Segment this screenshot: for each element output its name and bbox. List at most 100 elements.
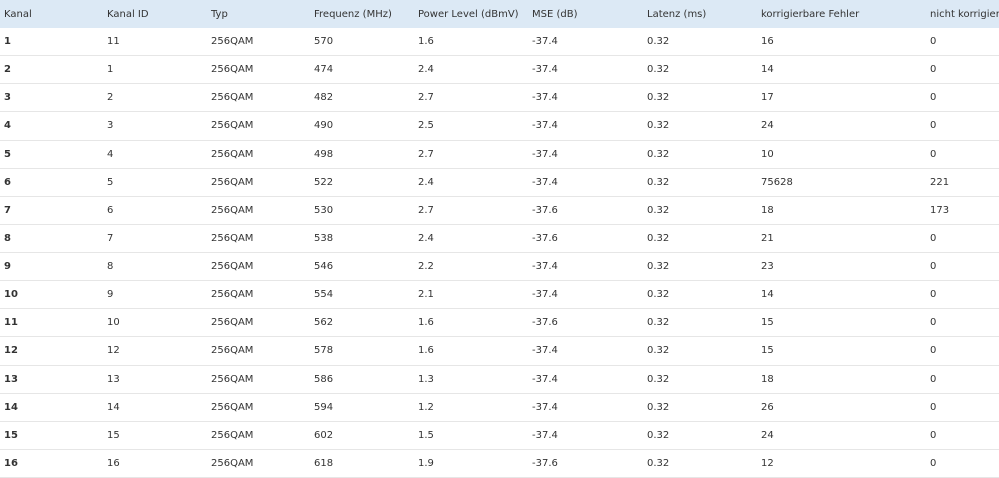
table-cell: 2 — [4, 64, 11, 76]
table-cell: 538 — [314, 232, 334, 244]
table-cell: 2.4 — [418, 64, 434, 76]
table-cell: 498 — [314, 148, 334, 160]
table-cell: 0 — [930, 373, 937, 385]
table-cell: 0 — [930, 345, 937, 357]
table-cell: 0 — [930, 457, 937, 469]
table-cell: 490 — [314, 120, 334, 132]
table-cell: 578 — [314, 345, 334, 357]
table-cell: 15 — [107, 429, 120, 441]
header-cell: korrigierbare Fehler — [761, 8, 860, 20]
table-cell: 8 — [107, 261, 114, 273]
table-cell: 0 — [930, 148, 937, 160]
table-cell: 586 — [314, 373, 334, 385]
table-cell: 256QAM — [211, 429, 254, 441]
table-cell: -37.6 — [532, 232, 558, 244]
table-cell: 23 — [761, 261, 774, 273]
table-cell: 256QAM — [211, 261, 254, 273]
table-cell: 0.32 — [647, 345, 670, 357]
table-cell: 1 — [107, 64, 114, 76]
table-cell: 256QAM — [211, 289, 254, 301]
table-cell: 14 — [761, 289, 774, 301]
header-cell: Latenz (ms) — [647, 8, 707, 20]
header-row: Kanal Kanal ID Typ Frequenz (MHz) Power Leve… — [0, 0, 999, 28]
table-cell: 0 — [930, 120, 937, 132]
table-cell: 13 — [4, 373, 18, 385]
table-cell: 256QAM — [211, 64, 254, 76]
table-cell: 24 — [761, 429, 774, 441]
table-cell: 256QAM — [211, 148, 254, 160]
table-cell: 2.4 — [418, 176, 434, 188]
table-cell: 256QAM — [211, 401, 254, 413]
table-row: 10 9 256QAM 554 2.1 -37.4 0.32 14 0 — [0, 281, 999, 310]
table-row: 1 11 256QAM 570 1.6 -37.4 0.32 16 0 — [0, 28, 999, 57]
table-cell: 0.32 — [647, 64, 670, 76]
table-cell: 9 — [4, 261, 11, 273]
table-cell: 4 — [4, 120, 11, 132]
header-cell: Typ — [211, 8, 228, 20]
table-cell: 2.4 — [418, 232, 434, 244]
table-cell: 256QAM — [211, 92, 254, 104]
table-cell: 12 — [107, 345, 120, 357]
table-row: 9 8 256QAM 546 2.2 -37.4 0.32 23 0 — [0, 253, 999, 282]
table-cell: 0.32 — [647, 429, 670, 441]
table-cell: 3 — [4, 92, 11, 104]
table-cell: 2.7 — [418, 92, 434, 104]
table-cell: -37.4 — [532, 176, 558, 188]
table-cell: 16 — [107, 457, 120, 469]
table-cell: 26 — [761, 401, 774, 413]
table-cell: 14 — [4, 401, 18, 413]
table-cell: -37.6 — [532, 457, 558, 469]
table-cell: 570 — [314, 36, 334, 48]
table-cell: 2.7 — [418, 204, 434, 216]
table-cell: 16 — [4, 457, 18, 469]
table-cell: 75628 — [761, 176, 793, 188]
table-row: 16 16 256QAM 618 1.9 -37.6 0.32 12 0 — [0, 450, 999, 478]
table-cell: 256QAM — [211, 204, 254, 216]
table-cell: 0.32 — [647, 148, 670, 160]
table-row: 7 6 256QAM 530 2.7 -37.6 0.32 18 173 — [0, 197, 999, 225]
table-cell: 17 — [761, 92, 774, 104]
table-cell: 0.32 — [647, 401, 670, 413]
table-cell: -37.6 — [532, 317, 558, 329]
table-cell: 15 — [4, 429, 18, 441]
table-cell: 0 — [930, 317, 937, 329]
table-cell: 0 — [930, 429, 937, 441]
table-row: 3 2 256QAM 482 2.7 -37.4 0.32 17 0 — [0, 84, 999, 113]
table-cell: 15 — [761, 317, 774, 329]
table-cell: -37.4 — [532, 92, 558, 104]
header-cell: Frequenz (MHz) — [314, 8, 392, 20]
table-cell: 522 — [314, 176, 334, 188]
header-cell: Power Level (dBmV) — [418, 8, 519, 20]
table-cell: 1.6 — [418, 345, 434, 357]
table-row: 4 3 256QAM 490 2.5 -37.4 0.32 24 0 — [0, 112, 999, 141]
table-cell: 530 — [314, 204, 334, 216]
table-cell: -37.4 — [532, 373, 558, 385]
header-cell: MSE (dB) — [532, 8, 578, 20]
table-cell: 0.32 — [647, 317, 670, 329]
table-cell: -37.4 — [532, 261, 558, 273]
table-row: 11 10 256QAM 562 1.6 -37.6 0.32 15 0 — [0, 309, 999, 338]
table-cell: 0 — [930, 64, 937, 76]
table-cell: 0.32 — [647, 36, 670, 48]
table-cell: 2.5 — [418, 120, 434, 132]
table-cell: 0 — [930, 401, 937, 413]
table-cell: 618 — [314, 457, 334, 469]
table-cell: 0.32 — [647, 204, 670, 216]
table-cell: 256QAM — [211, 345, 254, 357]
table-cell: 0.32 — [647, 373, 670, 385]
table-row: 6 5 256QAM 522 2.4 -37.4 0.32 75628 221 — [0, 169, 999, 197]
table-cell: 221 — [930, 176, 950, 188]
table-cell: 0 — [930, 289, 937, 301]
header-cell: Kanal — [4, 8, 32, 20]
table-cell: 0 — [930, 36, 937, 48]
table-row: 8 7 256QAM 538 2.4 -37.6 0.32 21 0 — [0, 225, 999, 253]
table-cell: 2 — [107, 92, 114, 104]
table-cell: 0 — [930, 92, 937, 104]
table-row: 5 4 256QAM 498 2.7 -37.4 0.32 10 0 — [0, 141, 999, 169]
table-cell: 256QAM — [211, 176, 254, 188]
table-cell: 3 — [107, 120, 114, 132]
table-cell: -37.4 — [532, 36, 558, 48]
table-cell: 13 — [107, 373, 120, 385]
